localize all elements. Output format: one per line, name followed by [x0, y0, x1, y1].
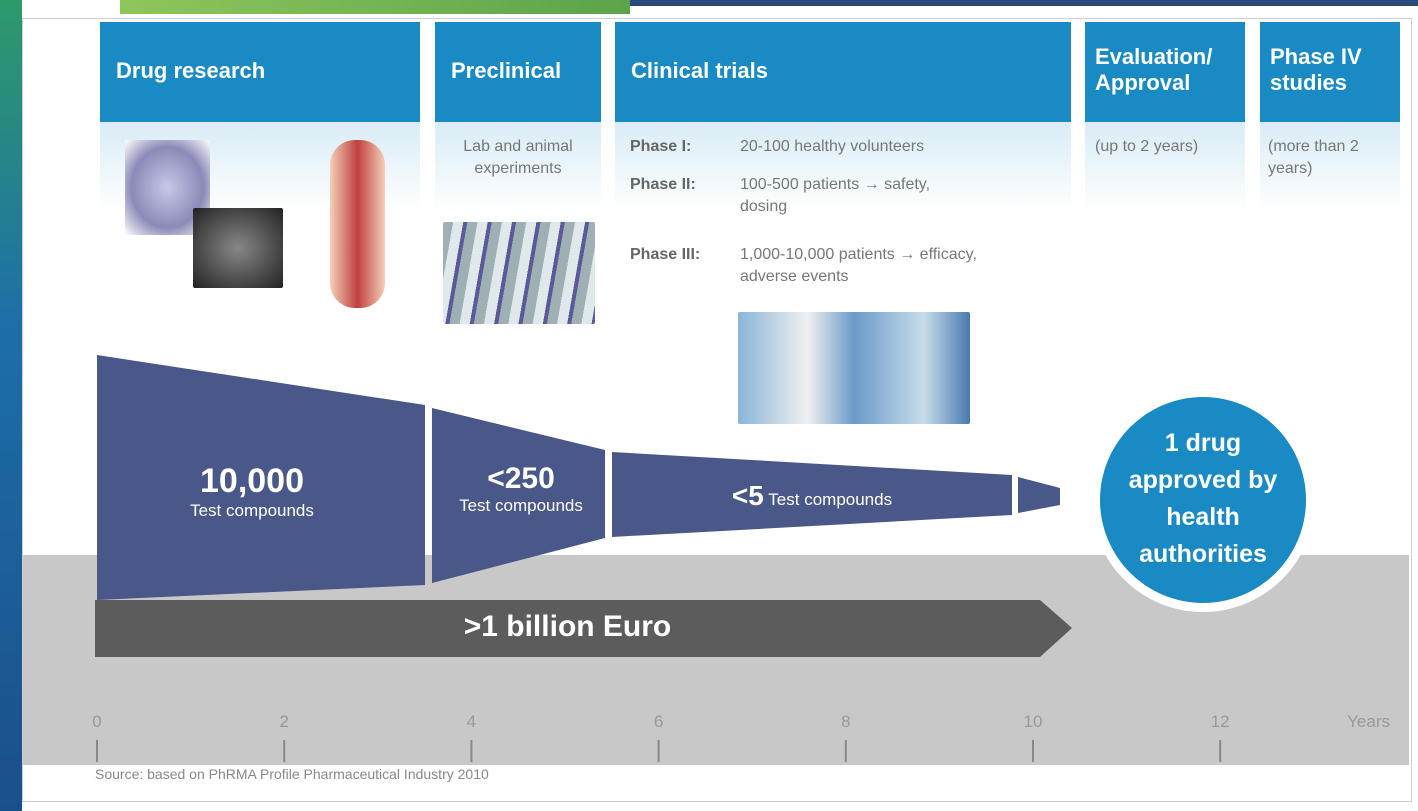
funnel-text: Test compounds — [768, 490, 892, 509]
timeline-unit: Years — [1330, 712, 1390, 732]
funnel-label: <5 Test compounds — [612, 480, 1012, 512]
timeline-tick-label: 12 — [1190, 712, 1250, 732]
timeline-tick-label: 0 — [67, 712, 127, 732]
timeline-tick-label: 8 — [816, 712, 876, 732]
timeline-tick-label: 4 — [441, 712, 501, 732]
diagram-shapes — [0, 0, 1418, 811]
timeline-tick-label: 10 — [1003, 712, 1063, 732]
funnel-segment — [1018, 477, 1060, 513]
funnel-count: <5 — [732, 480, 764, 511]
funnel-text: Test compounds — [432, 496, 610, 516]
result-label: 1 drug approved by health authorities — [1118, 425, 1288, 573]
funnel-text: Test compounds — [97, 501, 407, 521]
cost-label: >1 billion Euro — [95, 610, 1040, 644]
funnel-count: <250 — [432, 462, 610, 496]
page: Drug research Preclinical Clinical trial… — [0, 0, 1418, 811]
timeline-tick-label: 6 — [629, 712, 689, 732]
timeline-tick-label: 2 — [254, 712, 314, 732]
source: Source: based on PhRMA Profile Pharmaceu… — [95, 766, 489, 782]
funnel-count: 10,000 — [97, 462, 407, 501]
